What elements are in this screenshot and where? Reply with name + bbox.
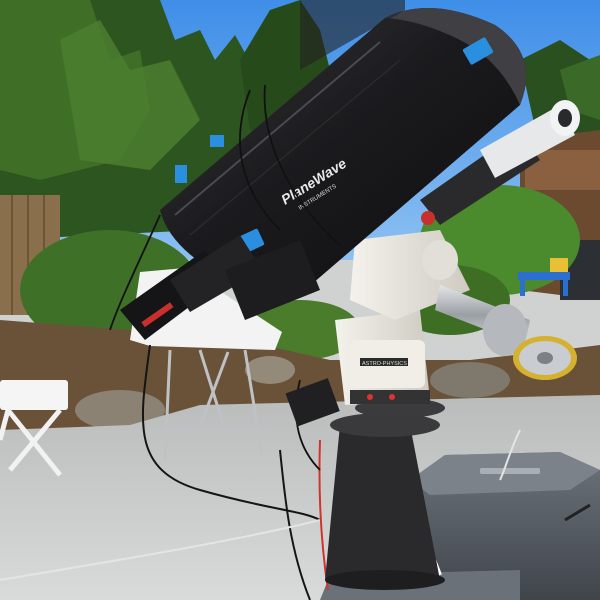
guide-scope	[420, 100, 580, 225]
folding-chair	[0, 380, 68, 477]
toy-table	[518, 258, 570, 296]
pier	[325, 398, 445, 590]
control-box	[285, 378, 340, 427]
mount-label: ASTRO-PHYSICS	[362, 361, 407, 367]
camera-assembly	[120, 235, 320, 340]
telescope-tube: PlaneWave INSTRUMENTS	[160, 0, 527, 294]
counterweight	[435, 285, 577, 380]
